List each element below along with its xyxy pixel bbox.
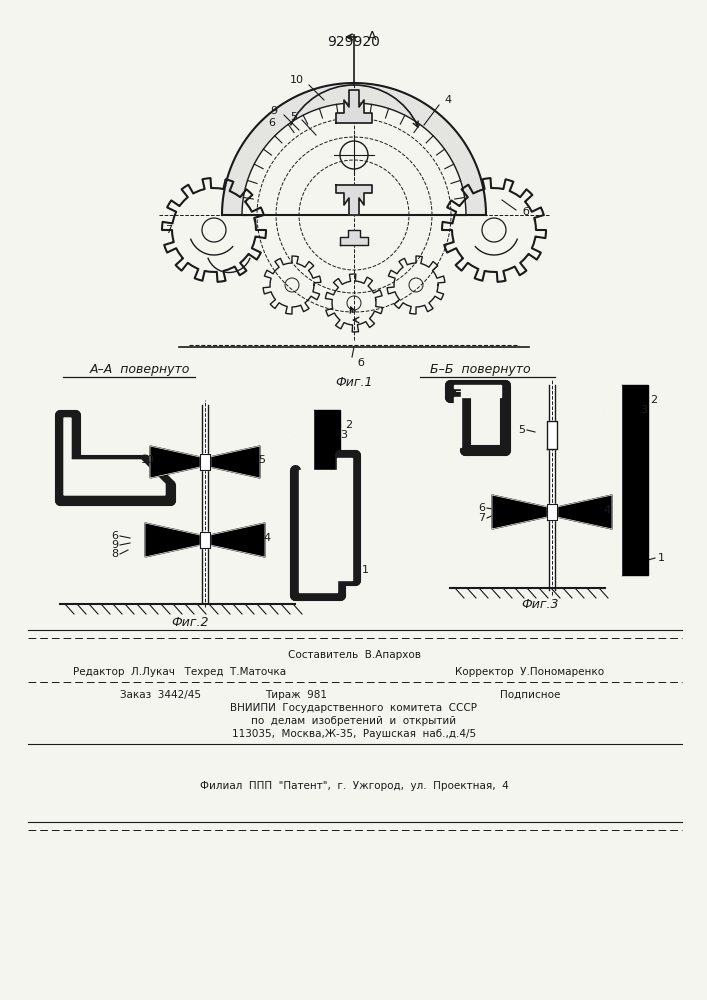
Text: 5: 5 [290, 112, 297, 122]
Polygon shape [295, 410, 313, 595]
Polygon shape [200, 532, 210, 548]
Text: 9: 9 [270, 106, 277, 116]
Text: 9: 9 [111, 540, 118, 550]
Text: 5: 5 [518, 425, 525, 435]
Text: б: б [357, 358, 364, 368]
Text: 113035,  Москва,Ж-35,  Раушская  наб.,д.4/5: 113035, Москва,Ж-35, Раушская наб.,д.4/5 [232, 729, 476, 739]
Text: 929920: 929920 [327, 35, 380, 49]
Polygon shape [222, 83, 486, 215]
Text: Редактор  Л.Лукач   Техред  Т.Маточка: Редактор Л.Лукач Техред Т.Маточка [74, 667, 286, 677]
Text: 7: 7 [478, 513, 485, 523]
Text: 2: 2 [650, 395, 657, 405]
Text: 4: 4 [603, 505, 610, 515]
Text: А–А  повернуто: А–А повернуто [90, 363, 190, 376]
Text: 5: 5 [258, 455, 265, 465]
Text: А: А [368, 30, 377, 43]
Text: б: б [522, 207, 529, 217]
Polygon shape [336, 90, 372, 123]
Polygon shape [621, 385, 648, 575]
Polygon shape [336, 185, 372, 215]
Text: 6: 6 [111, 531, 118, 541]
Text: 7: 7 [165, 225, 173, 235]
Text: 8: 8 [111, 549, 118, 559]
Text: 2: 2 [345, 420, 352, 430]
Text: 10: 10 [141, 455, 155, 465]
Text: Корректор  У.Пономаренко: Корректор У.Пономаренко [455, 667, 604, 677]
Text: Составитель  В.Апархов: Составитель В.Апархов [288, 650, 421, 660]
Text: 6: 6 [478, 503, 485, 513]
Text: Фиг.2: Фиг.2 [171, 615, 209, 629]
Text: по  делам  изобретений  и  открытий: по делам изобретений и открытий [252, 716, 457, 726]
Polygon shape [202, 405, 208, 602]
Text: 4: 4 [444, 95, 451, 105]
Polygon shape [145, 523, 201, 557]
Text: 4: 4 [263, 533, 270, 543]
Polygon shape [605, 385, 621, 575]
Text: 3: 3 [340, 430, 347, 440]
Polygon shape [209, 446, 260, 478]
Text: ВНИИПИ  Государственного  комитета  СССР: ВНИИПИ Государственного комитета СССР [230, 703, 477, 713]
Polygon shape [547, 421, 557, 449]
Polygon shape [547, 504, 557, 520]
Text: 6: 6 [269, 118, 276, 128]
Text: 1: 1 [362, 565, 369, 575]
Text: 3: 3 [640, 405, 647, 415]
Polygon shape [556, 495, 612, 529]
Polygon shape [209, 523, 265, 557]
Text: 10: 10 [290, 75, 304, 85]
Text: 1: 1 [658, 553, 665, 563]
Text: Заказ  3442/45: Заказ 3442/45 [120, 690, 201, 700]
Polygon shape [492, 495, 548, 529]
Polygon shape [549, 385, 555, 590]
Polygon shape [299, 458, 352, 592]
Polygon shape [64, 418, 165, 495]
Text: Подписное: Подписное [500, 690, 561, 700]
Text: Фиг.1: Фиг.1 [335, 376, 373, 389]
Polygon shape [200, 454, 210, 470]
Polygon shape [454, 397, 461, 447]
Polygon shape [454, 385, 501, 397]
Text: Фиг.3: Фиг.3 [521, 598, 559, 611]
Text: Тираж  981: Тираж 981 [265, 690, 327, 700]
Text: Филиал  ППП  "Патент",  г.  Ужгород,  ул.  Проектная,  4: Филиал ППП "Патент", г. Ужгород, ул. Про… [199, 781, 508, 791]
Text: Б–Б  повернуто: Б–Б повернуто [430, 363, 531, 376]
Polygon shape [340, 230, 368, 245]
Polygon shape [313, 410, 340, 595]
Polygon shape [150, 446, 201, 478]
